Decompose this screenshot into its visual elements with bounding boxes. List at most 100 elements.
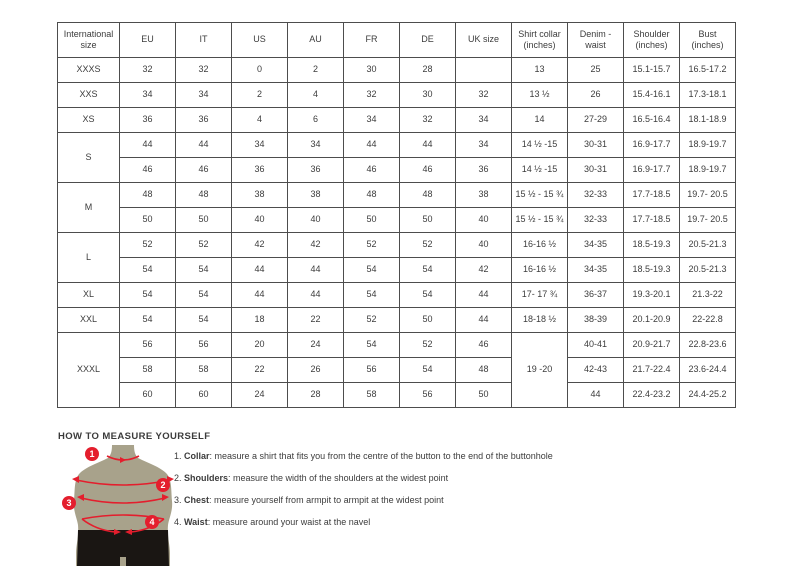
table-cell: 36 bbox=[287, 157, 344, 183]
badge-4-number: 4 bbox=[149, 517, 154, 527]
column-header: International size bbox=[57, 22, 120, 58]
table-cell: 15.1-15.7 bbox=[623, 57, 680, 83]
table-cell: 22.8-23.6 bbox=[679, 332, 736, 358]
table-cell: 44 bbox=[231, 257, 288, 283]
table-cell: 60 bbox=[175, 382, 232, 408]
table-cell: 34-35 bbox=[567, 232, 624, 258]
table-cell: 26 bbox=[567, 82, 624, 108]
table-cell: 50 bbox=[175, 207, 232, 233]
table-cell: 32-33 bbox=[567, 207, 624, 233]
table-cell: 48 bbox=[119, 182, 176, 208]
table-cell: 36 bbox=[119, 107, 176, 133]
table-cell: 21.7-22.4 bbox=[623, 357, 680, 383]
table-cell: 15.4-16.1 bbox=[623, 82, 680, 108]
table-cell: 14 ½ -15 bbox=[511, 132, 568, 158]
table-cell: 56 bbox=[175, 332, 232, 358]
table-row: L 52 52 42 42 52 52 40 16-16 ½ 34-35 18.5-19.3 20.5… bbox=[57, 232, 736, 283]
table-cell: 40-41 bbox=[567, 332, 624, 358]
table-cell: 17.7-18.5 bbox=[623, 182, 680, 208]
table-cell: 18.5-19.3 bbox=[623, 257, 680, 283]
table-cell: 18.9-19.7 bbox=[679, 157, 736, 183]
table-cell: 16-16 ½ bbox=[511, 232, 568, 258]
table-cell: 48 bbox=[343, 182, 400, 208]
table-cell: 56 bbox=[119, 332, 176, 358]
table-cell: 24 bbox=[231, 382, 288, 408]
table-cell: 0 bbox=[231, 57, 288, 83]
column-header: Bust (inches) bbox=[679, 22, 736, 58]
table-cell: 40 bbox=[455, 207, 512, 233]
table-cell: XXXL bbox=[57, 332, 120, 408]
table-cell: 22 bbox=[287, 307, 344, 333]
table-cell: 20.5-21.3 bbox=[679, 232, 736, 258]
table-cell: 14 bbox=[511, 107, 568, 133]
table-cell: 16.9-17.7 bbox=[623, 157, 680, 183]
header-row: International size EU IT US AU FR DE UK size Shi… bbox=[57, 22, 736, 58]
table-cell: 20.1-20.9 bbox=[623, 307, 680, 333]
column-header: UK size bbox=[455, 22, 512, 58]
badge-2-circle bbox=[156, 478, 170, 492]
table-cell: 44 bbox=[455, 307, 512, 333]
table-cell: 20 bbox=[231, 332, 288, 358]
table-cell: 52 bbox=[119, 232, 176, 258]
column-header: Shirt collar (inches) bbox=[511, 22, 568, 58]
table-cell: 50 bbox=[399, 207, 456, 233]
table-row: XXS 34 34 2 4 32 30 32 13 ½ 26 15.4-16.1 17.3-18.1 bbox=[57, 82, 736, 108]
table-cell: 36 bbox=[231, 157, 288, 183]
table-cell: 44 bbox=[231, 282, 288, 308]
table-row: XXXL 56 56 20 24 54 52 46 19 -20 40-41 20.9-21.7 22… bbox=[57, 332, 736, 408]
table-cell: 54 bbox=[343, 282, 400, 308]
column-header: EU bbox=[119, 22, 176, 58]
table-cell: 54 bbox=[119, 282, 176, 308]
table-cell: 54 bbox=[399, 357, 456, 383]
table-cell: 32 bbox=[455, 82, 512, 108]
table-cell: 54 bbox=[399, 282, 456, 308]
badge-1-circle bbox=[85, 447, 99, 461]
table-cell: 54 bbox=[399, 257, 456, 283]
table-cell: 34-35 bbox=[567, 257, 624, 283]
table-cell: 32 bbox=[343, 82, 400, 108]
table-cell: 44 bbox=[455, 282, 512, 308]
table-cell: 58 bbox=[175, 357, 232, 383]
measure-section-title: HOW TO MEASURE YOURSELF bbox=[58, 431, 211, 442]
table-cell: 15 ½ - 15 ¾ bbox=[511, 207, 568, 233]
table-cell: 18.1-18.9 bbox=[679, 107, 736, 133]
badge-3-number: 3 bbox=[66, 498, 71, 508]
table-row: 46 46 36 36 46 46 36 14 ½ -15 30-31 16.9-17.7 18.9… bbox=[58, 157, 736, 183]
table-cell: 44 bbox=[567, 382, 624, 408]
table-cell: 38 bbox=[287, 182, 344, 208]
table-cell: 18.5-19.3 bbox=[623, 232, 680, 258]
table-cell: 26 bbox=[287, 357, 344, 383]
table-cell: 25 bbox=[567, 57, 624, 83]
table-cell: 18-18 ½ bbox=[511, 307, 568, 333]
table-cell: XXL bbox=[57, 307, 120, 333]
column-header: US bbox=[231, 22, 288, 58]
table-cell: 22-22.8 bbox=[679, 307, 736, 333]
table-cell: S bbox=[57, 132, 120, 183]
table-cell: XS bbox=[57, 107, 120, 133]
table-cell: 24 bbox=[287, 332, 344, 358]
table-cell: 20.9-21.7 bbox=[623, 332, 680, 358]
badge-2-number: 2 bbox=[160, 480, 165, 490]
measure-badges: 1 2 3 4 bbox=[62, 447, 170, 529]
table-cell: 22 bbox=[231, 357, 288, 383]
table-cell: 16.9-17.7 bbox=[623, 132, 680, 158]
table-row: XXXS 32 32 0 2 30 28 13 25 15.1-15.7 16.5-17.2 bbox=[57, 57, 736, 83]
table-cell: 38 bbox=[455, 182, 512, 208]
table-cell: 19.7- 20.5 bbox=[679, 182, 736, 208]
table-cell: 18 bbox=[231, 307, 288, 333]
table-cell: 52 bbox=[175, 232, 232, 258]
table-cell: 38 bbox=[231, 182, 288, 208]
table-cell: 16.5-16.4 bbox=[623, 107, 680, 133]
table-cell: 60 bbox=[119, 382, 176, 408]
table-cell: 32 bbox=[119, 57, 176, 83]
table-cell: 28 bbox=[287, 382, 344, 408]
table-cell: M bbox=[57, 182, 120, 233]
measure-instructions: 1. Collar: measure a shirt that fits you… bbox=[174, 449, 553, 537]
table-cell: 19.3-20.1 bbox=[623, 282, 680, 308]
table-cell: 44 bbox=[175, 132, 232, 158]
table-cell: 24.4-25.2 bbox=[679, 382, 736, 408]
table-cell: 13 ½ bbox=[511, 82, 568, 108]
table-cell: 54 bbox=[343, 332, 400, 358]
badge-4-circle bbox=[145, 515, 159, 529]
table-cell: 22.4-23.2 bbox=[623, 382, 680, 408]
